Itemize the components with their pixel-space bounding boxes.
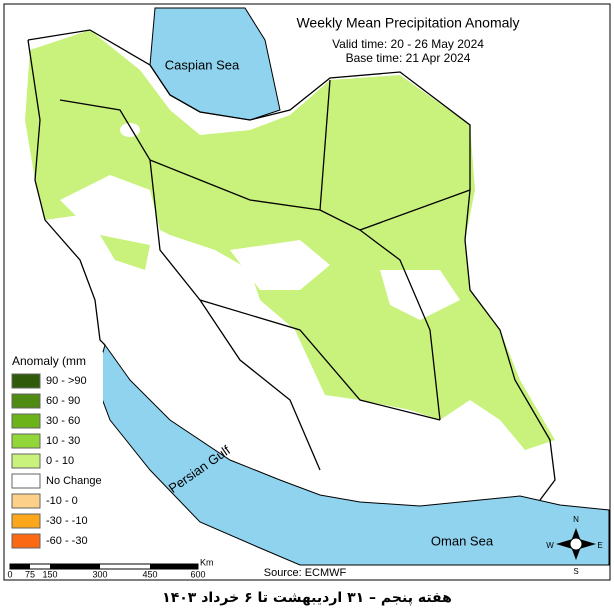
scale-label: 0	[7, 569, 12, 579]
legend-swatch	[11, 513, 41, 529]
legend-label: No Change	[46, 475, 102, 487]
legend-swatch	[11, 473, 41, 489]
compass-w: W	[546, 541, 554, 550]
title: Weekly Mean Precipitation Anomaly	[296, 15, 519, 31]
legend-label: -30 - -10	[46, 515, 88, 527]
legend-swatch	[11, 533, 41, 549]
compass-e: E	[597, 541, 602, 550]
legend-swatch	[11, 493, 41, 509]
borders	[27, 29, 556, 501]
legend-title: Anomaly (mm	[12, 354, 86, 368]
scale-label: 450	[142, 569, 157, 579]
legend-label: 30 - 60	[46, 415, 80, 427]
base-time: Base time: 21 Apr 2024	[346, 51, 471, 65]
scale-bar-seg	[150, 564, 198, 569]
legend-swatch	[11, 393, 41, 409]
legend-label: -10 - 0	[46, 495, 78, 507]
caption: هفته پنجم – ۳۱ اردیبهشت تا ۶ خرداد ۱۴۰۳	[162, 590, 452, 606]
scale-label: 300	[92, 569, 107, 579]
white-patches	[60, 123, 460, 320]
legend-label: 90 - >90	[46, 375, 87, 387]
legend-label: 10 - 30	[46, 435, 80, 447]
gulf-oman-sea	[94, 343, 610, 566]
scale-bar-seg	[10, 564, 30, 569]
scale-unit: Km	[200, 557, 214, 567]
valid-time: Valid time: 20 - 26 May 2024	[332, 37, 484, 51]
legend-label: 0 - 10	[46, 455, 74, 467]
sea-label: Caspian Sea	[165, 57, 240, 72]
scale-label: 75	[25, 569, 35, 579]
sea-label: Oman Sea	[431, 533, 494, 548]
legend-label: -60 - -30	[46, 535, 88, 547]
scale-bar-seg	[50, 564, 100, 569]
legend-swatch	[11, 413, 41, 429]
compass-s: S	[573, 567, 578, 576]
legend-swatch	[11, 453, 41, 469]
compass-n: N	[573, 515, 579, 524]
legend-swatch	[11, 373, 41, 389]
compass: N E S W	[546, 515, 602, 576]
scale-label: 600	[190, 569, 205, 579]
legend-label: 60 - 90	[46, 395, 80, 407]
legend: 90 - >90 60 - 90 30 - 60 10 - 30 0 - 10 No Ch…	[11, 373, 102, 549]
legend-swatch	[11, 433, 41, 449]
scale-label: 150	[42, 569, 57, 579]
anomaly-areas	[25, 30, 555, 450]
scale-bar: 0 75 150 300 450 600 Km	[7, 557, 213, 579]
source: Source: ECMWF	[264, 567, 347, 579]
